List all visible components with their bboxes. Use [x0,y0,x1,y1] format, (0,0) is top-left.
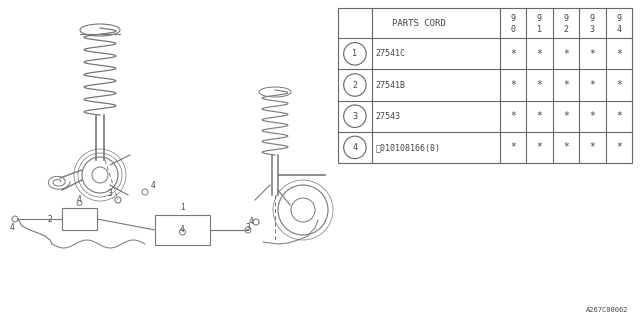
Text: 4: 4 [77,196,82,204]
Text: 9: 9 [511,14,515,23]
Text: *: * [563,111,569,121]
Text: 3: 3 [590,25,595,34]
Text: 4: 4 [180,226,185,235]
Circle shape [344,105,366,127]
Text: *: * [616,49,621,59]
Text: 9: 9 [537,14,542,23]
Text: 3: 3 [108,189,113,198]
Text: 2: 2 [563,25,568,34]
Text: 1: 1 [180,203,185,212]
Circle shape [344,136,366,159]
Text: *: * [510,142,516,152]
Text: 4: 4 [616,25,621,34]
Text: *: * [589,142,595,152]
Bar [338,8,632,163]
Text: *: * [616,111,621,121]
Text: 4: 4 [150,181,156,190]
Text: *: * [563,142,569,152]
Text: *: * [536,80,542,90]
Text: 9: 9 [563,14,568,23]
Text: *: * [589,80,595,90]
Bar [155,215,210,245]
Text: *: * [510,80,516,90]
Text: 9: 9 [616,14,621,23]
Text: 27543: 27543 [376,112,401,121]
Text: *: * [510,49,516,59]
Text: 3: 3 [246,223,250,233]
Text: 0: 0 [511,25,515,34]
Text: 1: 1 [353,49,357,58]
Text: 27541B: 27541B [376,81,406,90]
Text: *: * [536,49,542,59]
Text: *: * [616,80,621,90]
Text: PARTS CORD: PARTS CORD [392,19,445,28]
Text: 4: 4 [248,218,253,227]
Text: *: * [589,111,595,121]
Text: *: * [536,142,542,152]
Text: Ⓑ010108166(8): Ⓑ010108166(8) [376,143,441,152]
Circle shape [344,74,366,96]
Text: *: * [589,49,595,59]
Text: 9: 9 [590,14,595,23]
Text: *: * [616,142,621,152]
Text: *: * [510,111,516,121]
Text: 2: 2 [353,81,357,90]
Text: *: * [563,80,569,90]
Bar [62,208,97,230]
Text: 2: 2 [47,214,52,223]
Text: 4: 4 [353,143,357,152]
Text: A267C00062: A267C00062 [586,307,628,313]
Text: *: * [563,49,569,59]
Circle shape [344,43,366,65]
Text: 27541C: 27541C [376,49,406,58]
Text: 3: 3 [353,112,357,121]
Text: 1: 1 [537,25,542,34]
Text: *: * [536,111,542,121]
Text: 4: 4 [10,222,15,231]
